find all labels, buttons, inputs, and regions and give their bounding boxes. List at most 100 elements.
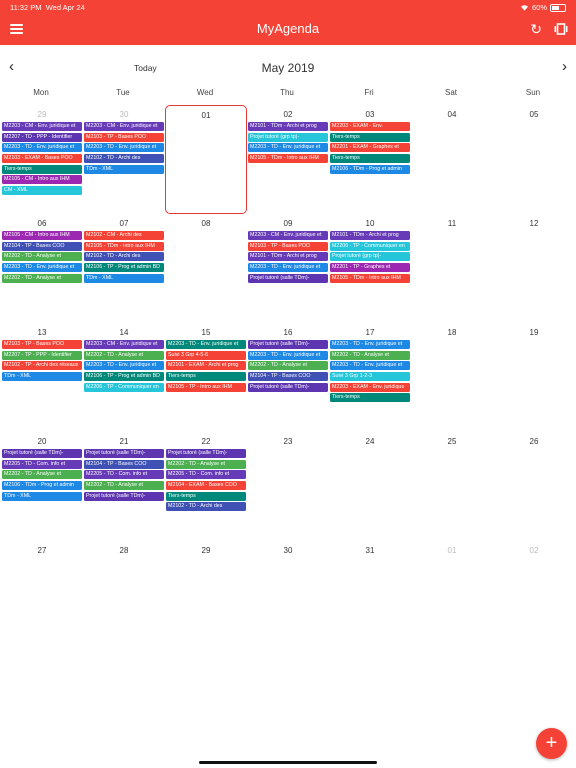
event-chip[interactable]: M2205 - TD - Com. info et (2, 459, 82, 469)
event-chip[interactable]: Tiers-temps (330, 154, 410, 164)
event-chip[interactable]: TDm - XML (84, 164, 164, 174)
event-chip[interactable]: M2106 - TDm - Prog et admin (330, 164, 410, 174)
event-chip[interactable]: M2105 - CM - Intro aux IHM (2, 175, 82, 185)
add-event-button[interactable]: + (536, 728, 567, 759)
day-cell[interactable]: 26 (493, 432, 575, 541)
event-chip[interactable]: Projet tutoré (salle TDm)- (166, 449, 246, 458)
event-chip[interactable]: M2203 - TD - Env. juridique et (330, 340, 410, 349)
event-chip[interactable]: M2103 - TP - Bases POO (84, 132, 164, 142)
day-cell[interactable]: 11 (411, 214, 493, 323)
event-chip[interactable]: M2102 - TD - Archi des (84, 154, 164, 164)
day-cell[interactable]: 08 (165, 214, 247, 323)
event-chip[interactable]: M2203 - TD - Env. juridique et (84, 361, 164, 371)
event-chip[interactable]: Projet tutoré (salle TDm)- (84, 491, 164, 501)
event-chip[interactable]: M2203 - CM - Env. juridique et (2, 122, 82, 131)
day-cell[interactable]: 29 M2203 - CM - Env. juridique et M2207 - … (1, 105, 83, 214)
day-cell[interactable]: 28 (83, 541, 165, 650)
event-chip[interactable]: M2103 - EXAM - Bases POO (2, 154, 82, 164)
event-chip[interactable]: M2202 - TD - Analyse et (2, 252, 82, 262)
event-chip[interactable]: Projet tutoré (salle TDm)- (2, 449, 82, 458)
event-chip[interactable]: Suivi 3 Grp 4-5-6 (166, 350, 246, 360)
hamburger-icon[interactable] (10, 24, 23, 34)
day-cell[interactable]: 14 M2203 - CM - Env. juridique et M2202 - … (83, 323, 165, 432)
event-chip[interactable]: M2105 - TDm - Intro aux IHM (84, 241, 164, 251)
event-chip[interactable]: M2105 - TDm - Intro aux IHM (330, 273, 410, 283)
day-cell[interactable]: 09 M2203 - CM - Env. juridique et M2103 - … (247, 214, 329, 323)
event-chip[interactable]: M2203 - TD - Env. juridique et (248, 143, 328, 153)
event-chip[interactable]: M2203 - TD - Env. juridique et (248, 263, 328, 273)
day-cell[interactable]: 18 (411, 323, 493, 432)
day-cell[interactable]: 17 M2203 - TD - Env. juridique et M2202 - … (329, 323, 411, 432)
day-cell[interactable]: 24 (329, 432, 411, 541)
event-chip[interactable]: M2203 - TD - Env. juridique et (248, 350, 328, 360)
event-chip[interactable]: M2106 - TDm - Prog et admin (2, 481, 82, 491)
event-chip[interactable]: Projet tutoré (grp tp)- (248, 132, 328, 142)
view-icon[interactable] (554, 22, 568, 36)
refresh-icon[interactable]: ↻ (530, 21, 542, 37)
day-cell[interactable]: 07 M2102 - CM - Archi des M2105 - TDm - In… (83, 214, 165, 323)
event-chip[interactable]: Tiers-temps (166, 372, 246, 382)
event-chip[interactable]: Tiers-temps (330, 132, 410, 142)
day-cell[interactable]: 30 M2203 - CM - Env. juridique et M2103 - … (83, 105, 165, 214)
event-chip[interactable]: M2202 - TD - Analyse et (2, 470, 82, 480)
event-chip[interactable]: M2203 - CM - Env. juridique et (248, 231, 328, 240)
event-chip[interactable]: M2104 - TP - Bases COO (248, 372, 328, 382)
day-cell[interactable]: 23 (247, 432, 329, 541)
event-chip[interactable]: M2202 - TD - Analyse et (248, 361, 328, 371)
event-chip[interactable]: Projet tutoré (grp tp)- (330, 252, 410, 262)
event-chip[interactable]: TDm - XML (84, 273, 164, 283)
event-chip[interactable]: M2202 - TD - Analyse et (330, 350, 410, 360)
day-cell[interactable]: 21 Projet tutoré (salle TDm)- M2104 - TP -… (83, 432, 165, 541)
event-chip[interactable]: M2101 - EXAM - Archi et prog (166, 361, 246, 371)
day-cell[interactable]: 04 (411, 105, 493, 214)
event-chip[interactable]: Projet tutoré (salle TDm)- (84, 449, 164, 458)
day-cell[interactable]: 31 (329, 541, 411, 650)
event-chip[interactable]: Projet tutoré (salle TDm)- (248, 273, 328, 283)
event-chip[interactable]: M2206 - TP - Communiquer en (84, 382, 164, 392)
event-chip[interactable]: M2104 - TP - Bases COO (84, 459, 164, 469)
event-chip[interactable]: M2203 - CM - Env. juridique et (84, 340, 164, 349)
event-chip[interactable]: Tiers-temps (166, 491, 246, 501)
day-cell[interactable]: 27 (1, 541, 83, 650)
event-chip[interactable]: M2201 - TP - Graphes et (330, 263, 410, 273)
day-cell[interactable]: 01 (165, 105, 247, 214)
event-chip[interactable]: M2104 - EXAM - Bases COO (166, 481, 246, 491)
event-chip[interactable]: M2105 - TDm - Intro aux IHM (248, 154, 328, 164)
event-chip[interactable]: M2207 - TD - PPP - Identifier (2, 132, 82, 142)
chevron-left-icon[interactable]: ‹ (9, 58, 14, 75)
day-cell[interactable]: 12 (493, 214, 575, 323)
day-cell[interactable]: 16 Projet tutoré (salle TDm)- M2203 - TD -… (247, 323, 329, 432)
event-chip[interactable]: M2202 - TD - Analyse et (2, 273, 82, 283)
day-cell[interactable]: 20 Projet tutoré (salle TDm)- M2205 - TD -… (1, 432, 83, 541)
event-chip[interactable]: M2106 - TP - Prog et admin BD (84, 372, 164, 382)
event-chip[interactable]: M2203 - EXAM - Env. juridique (330, 382, 410, 392)
event-chip[interactable]: M2202 - TD - Analyse et (84, 481, 164, 491)
day-cell[interactable]: 30 (247, 541, 329, 650)
event-chip[interactable]: M2205 - TD - Com. info et (166, 470, 246, 480)
today-button[interactable]: Today (134, 63, 157, 73)
day-cell[interactable]: 19 (493, 323, 575, 432)
event-chip[interactable]: M2206 - TP - Communiquer en (330, 241, 410, 251)
event-chip[interactable]: CM - XML (2, 186, 82, 196)
event-chip[interactable]: M2104 - TP - Bases COO (2, 241, 82, 251)
day-cell[interactable]: 15 M2203 - TD - Env. juridique et Suivi 3 … (165, 323, 247, 432)
day-cell[interactable]: 10 M2101 - TDm - Archi et prog M2206 - TP … (329, 214, 411, 323)
day-cell[interactable]: 03 M2203 - EXAM - Env. Tiers-temps M2201 - … (329, 105, 411, 214)
event-chip[interactable]: M2102 - TD - Archi des (166, 502, 246, 512)
event-chip[interactable]: M2203 - TD - Env. juridique et (2, 143, 82, 153)
day-cell[interactable]: 02 M2101 - TDm - Archi et prog Projet tuto… (247, 105, 329, 214)
event-chip[interactable]: M2105 - TP - Intro aux IHM (166, 382, 246, 392)
event-chip[interactable]: M2203 - TD - Env. juridique et (84, 143, 164, 153)
event-chip[interactable]: M2103 - TP - Bases POO (2, 340, 82, 349)
day-cell[interactable]: 06 M2105 - CM - Intro aux IHM M2104 - TP -… (1, 214, 83, 323)
event-chip[interactable]: M2202 - TD - Analyse et (84, 350, 164, 360)
day-cell[interactable]: 01 (411, 541, 493, 650)
event-chip[interactable]: M2105 - CM - Intro aux IHM (2, 231, 82, 240)
day-cell[interactable]: 29 (165, 541, 247, 650)
day-cell[interactable]: 25 (411, 432, 493, 541)
event-chip[interactable]: M2103 - TP - Bases POO (248, 241, 328, 251)
day-cell[interactable]: 05 (493, 105, 575, 214)
event-chip[interactable]: M2203 - CM - Env. juridique et (84, 122, 164, 131)
event-chip[interactable]: M2203 - TD - Env. juridique et (166, 340, 246, 349)
event-chip[interactable]: TDm - XML (2, 491, 82, 501)
